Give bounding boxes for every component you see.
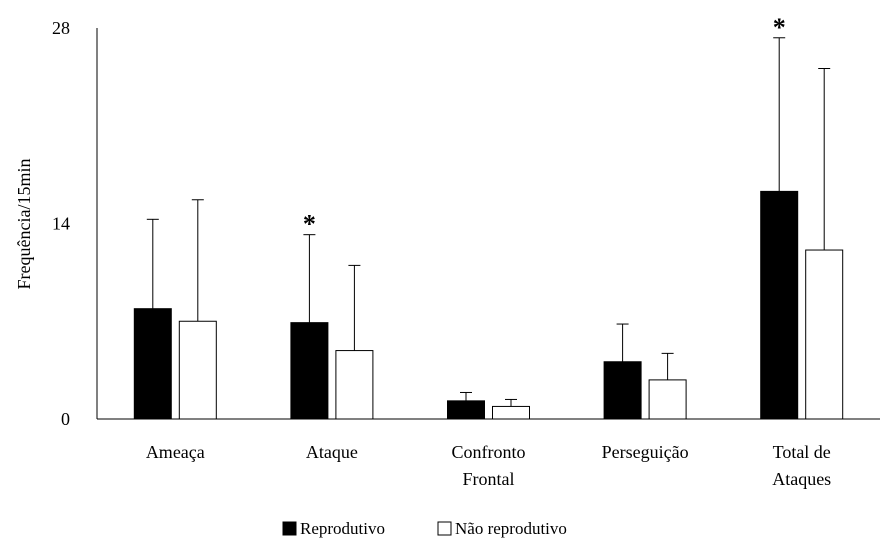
x-category-label: Total de Ataques [772, 442, 831, 489]
bars [133, 190, 844, 420]
legend-swatch [282, 521, 297, 536]
bar-nao-reprodutivo [178, 320, 217, 420]
legend: Reprodutivo Não reprodutivo [282, 519, 567, 538]
y-tick-label: 0 [61, 409, 70, 429]
x-category-label: Ataque [306, 442, 358, 462]
bar-reprodutivo [603, 361, 642, 420]
significance-star: * [773, 13, 786, 42]
x-category-label: Confronto Frontal [452, 442, 526, 489]
bar-reprodutivo [760, 190, 799, 420]
y-axis-ticks: 0 14 28 [52, 18, 70, 429]
x-category-label: Ameaça [146, 442, 205, 462]
legend-label: Reprodutivo [300, 519, 385, 538]
bar-reprodutivo [133, 308, 172, 420]
legend-label: Não reprodutivo [455, 519, 567, 538]
x-axis-categories: Ameaça Ataque Confronto Frontal Perseguição T… [146, 442, 831, 489]
bar-nao-reprodutivo [805, 249, 844, 420]
significance-star: * [303, 210, 316, 239]
y-tick-label: 28 [52, 18, 70, 38]
significance-markers: ** [303, 13, 786, 239]
error-bars [146, 37, 831, 407]
y-tick-label: 14 [52, 214, 70, 234]
bar-reprodutivo [447, 400, 485, 420]
bar-nao-reprodutivo [335, 350, 374, 420]
bar-nao-reprodutivo [492, 405, 530, 420]
y-axis-label: Frequência/15min [14, 159, 34, 290]
legend-swatch [437, 521, 452, 536]
bar-nao-reprodutivo [648, 379, 687, 420]
x-category-label: Perseguição [602, 442, 689, 462]
bar-reprodutivo [290, 322, 329, 420]
axes [96, 28, 880, 420]
